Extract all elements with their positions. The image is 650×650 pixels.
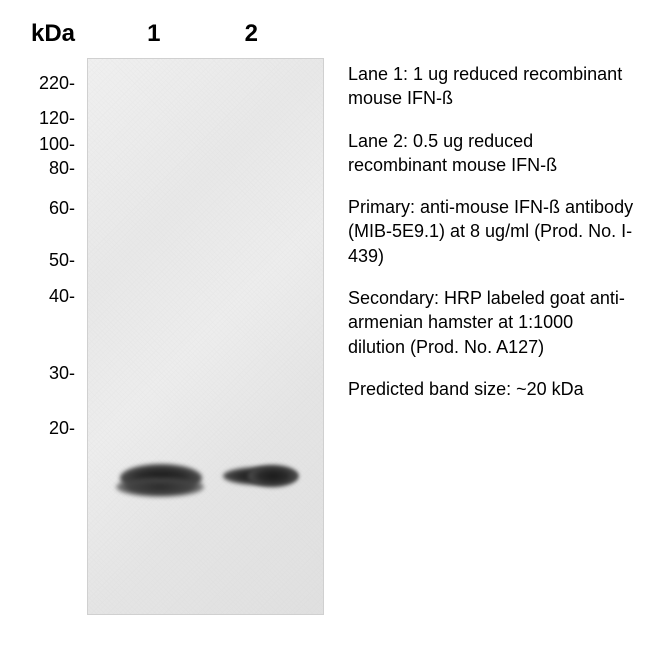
molecular-weight-column: kDa 220- 120- 100- 80- 60- 50- 40- 30- 20-	[15, 20, 75, 621]
mw-marker: 20-	[49, 418, 75, 439]
band-lane2-dark	[248, 465, 298, 487]
info-panel: Lane 1: 1 ug reduced recombinant mouse I…	[340, 20, 635, 621]
info-block: Predicted band size: ~20 kDa	[348, 377, 635, 401]
info-block: Primary: anti-mouse IFN-ß antibody (MIB-…	[348, 195, 635, 268]
mw-marker: 60-	[49, 198, 75, 219]
lane-headers: 1 2	[75, 20, 330, 58]
lane-header-1: 1	[147, 20, 160, 48]
info-block: Lane 2: 0.5 ug reduced recombinant mouse…	[348, 129, 635, 178]
units-label: kDa	[31, 20, 75, 48]
mw-marker: 100-	[39, 134, 75, 155]
mw-marker: 50-	[49, 250, 75, 271]
figure-container: kDa 220- 120- 100- 80- 60- 50- 40- 30- 20- 1 2 L…	[0, 0, 650, 641]
mw-markers-wrapper: 220- 120- 100- 80- 60- 50- 40- 30- 20-	[15, 66, 75, 621]
blot-panel: kDa 220- 120- 100- 80- 60- 50- 40- 30- 20- 1 2	[15, 20, 330, 621]
mw-marker: 220-	[39, 73, 75, 94]
info-block: Secondary: HRP labeled goat anti-armenia…	[348, 286, 635, 359]
western-blot-image	[87, 58, 324, 615]
mw-marker: 30-	[49, 363, 75, 384]
mw-marker: 80-	[49, 158, 75, 179]
blot-area: 1 2	[75, 20, 330, 621]
mw-marker: 120-	[39, 108, 75, 129]
info-block: Lane 1: 1 ug reduced recombinant mouse I…	[348, 62, 635, 111]
mw-marker: 40-	[49, 286, 75, 307]
band-lane1-smear	[116, 477, 204, 497]
lane-header-2: 2	[245, 20, 258, 48]
blot-noise	[88, 59, 323, 614]
